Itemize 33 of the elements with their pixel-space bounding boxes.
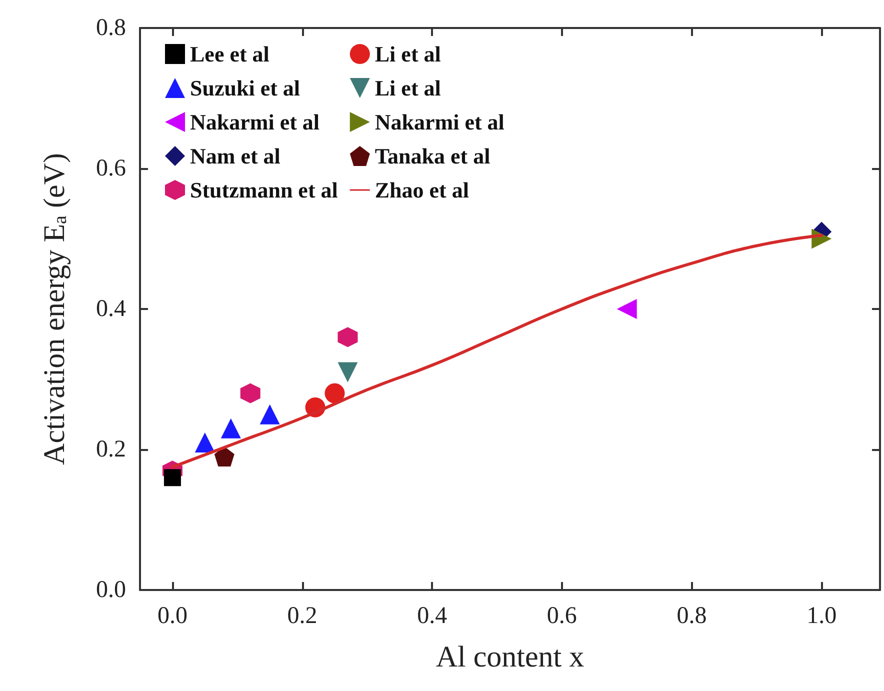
legend-label: Tanaka et al: [374, 144, 490, 168]
legend-label: Suzuki et al: [190, 76, 300, 100]
x-tick-label: 0.8: [676, 603, 707, 629]
x-tick-label: 0.2: [287, 603, 318, 629]
y-tick-label: 0.0: [96, 577, 126, 603]
x-tick-label: 0.4: [417, 603, 448, 629]
point: [338, 327, 358, 348]
legend-label: Lee et al: [190, 42, 270, 66]
x-tick-label: 1.0: [806, 603, 837, 629]
legend-label: Li et al: [374, 42, 441, 66]
point: [214, 446, 234, 467]
x-tick-label: 0.0: [157, 603, 188, 629]
point: [616, 299, 637, 319]
legend-label: Zhao et al: [374, 178, 470, 202]
y-axis-title: Activation energy Ea (eV): [38, 153, 71, 465]
point: [338, 362, 358, 382]
legend-label: Nam et al: [190, 144, 280, 168]
y-tick-label: 0.2: [96, 436, 126, 462]
x-axis-title: Al content x: [436, 640, 584, 674]
legend-label: Nakarmi et al: [190, 110, 320, 134]
y-tick-label: 0.4: [96, 296, 126, 322]
point: [240, 383, 260, 404]
point: [260, 404, 280, 424]
legend-label: Li et al: [374, 76, 441, 100]
point: [164, 469, 181, 486]
y-tick-label: 0.6: [96, 156, 126, 182]
legend-label: Stutzmann et al: [190, 178, 338, 202]
x-tick-label: 0.6: [546, 603, 577, 629]
point: [220, 418, 241, 438]
point: [324, 383, 345, 404]
point: [194, 432, 215, 452]
legend-label: Nakarmi et al: [374, 110, 504, 134]
y-tick-label: 0.8: [96, 15, 126, 41]
